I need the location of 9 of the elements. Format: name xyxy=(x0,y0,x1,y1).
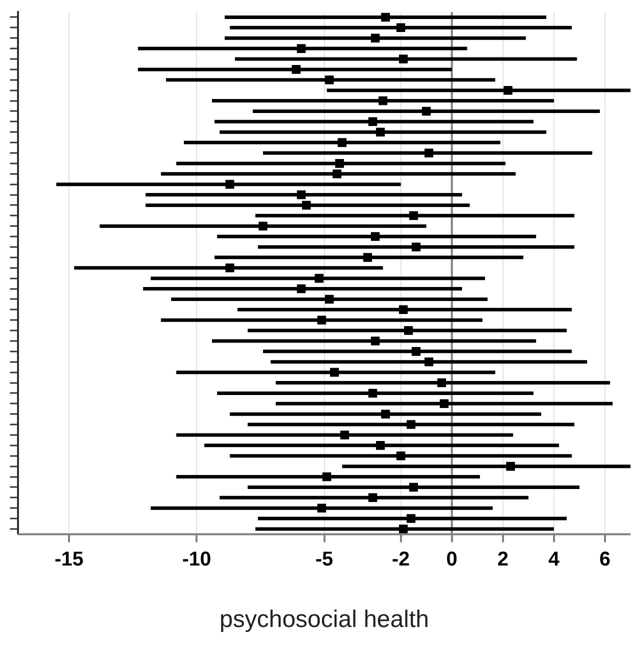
x-tick-label: -15 xyxy=(54,548,84,571)
x-tick-label: 0 xyxy=(446,548,458,571)
x-tick-label: -5 xyxy=(315,548,334,571)
x-tick-label: 2 xyxy=(497,548,508,571)
x-tick-label: -10 xyxy=(182,548,212,571)
x-axis-title: psychosocial health xyxy=(220,606,429,634)
x-tick-label: 6 xyxy=(599,548,611,571)
x-tick-label: -2 xyxy=(392,548,410,571)
x-tick-label: 4 xyxy=(548,548,560,571)
